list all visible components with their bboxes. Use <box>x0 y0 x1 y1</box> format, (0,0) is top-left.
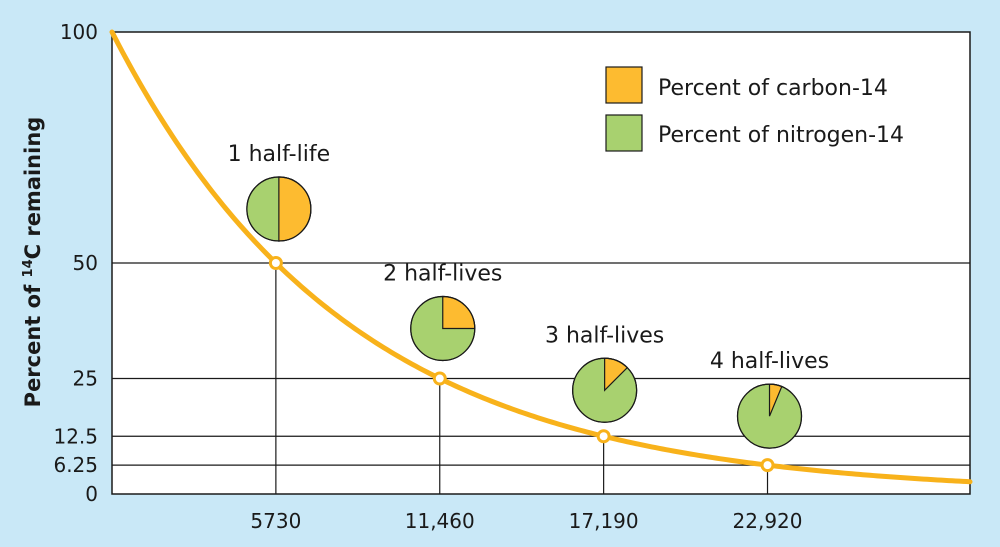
y-tick-label: 100 <box>60 20 98 44</box>
y-tick-label: 25 <box>73 367 98 391</box>
gridlines <box>112 262 970 466</box>
half-life-pie <box>572 357 638 423</box>
y-tick-label: 50 <box>73 251 98 275</box>
pie-outline <box>572 357 638 423</box>
legend: Percent of carbon-14 Percent of nitrogen… <box>605 66 904 152</box>
half-life-label: 1 half-life <box>228 142 331 167</box>
x-tick-label: 11,460 <box>405 509 475 533</box>
half-life-point <box>596 429 611 444</box>
pie-outline <box>736 383 803 449</box>
drop-lines <box>275 263 769 494</box>
legend-swatch-nitrogen <box>605 114 643 152</box>
half-life-label: 4 half-lives <box>710 349 829 374</box>
legend-label-nitrogen: Percent of nitrogen-14 <box>658 123 904 148</box>
pie-outline <box>410 295 476 362</box>
half-life-point <box>268 256 283 270</box>
x-tick-label: 5730 <box>250 509 301 533</box>
y-tick-label: 6.25 <box>53 453 98 477</box>
y-axis-label-suffix: C remaining <box>21 117 45 260</box>
x-tick-labels: 5730 11,460 17,190 22,920 <box>250 509 802 533</box>
half-life-pie <box>246 176 312 242</box>
half-life-label: 2 half-lives <box>383 262 502 287</box>
y-tick-label: 12.5 <box>53 424 98 448</box>
legend-label-carbon: Percent of carbon-14 <box>658 76 888 101</box>
half-life-point <box>432 371 447 386</box>
y-tick-label: 0 <box>85 482 98 506</box>
decay-curve <box>109 29 973 485</box>
half-life-pie <box>410 295 476 362</box>
half-life-pie <box>736 383 803 449</box>
x-tick-label: 17,190 <box>569 509 639 533</box>
y-tick-labels: 0 6.25 12.5 25 50 100 <box>53 20 98 506</box>
half-life-label: 3 half-lives <box>545 323 664 348</box>
half-life-point <box>760 458 775 473</box>
pie-outline <box>246 176 312 242</box>
y-axis-label-superscript: 14 <box>21 259 36 277</box>
half-life-points <box>268 256 775 473</box>
x-tick-label: 22,920 <box>733 509 803 533</box>
y-axis-label-prefix: Percent of <box>21 277 45 407</box>
y-axis-label: Percent of 14C remaining <box>21 117 45 408</box>
legend-swatch-carbon <box>605 66 643 104</box>
half-life-pies: 1 half-life 2 half-lives 3 half-lives 4 hal… <box>228 142 829 449</box>
